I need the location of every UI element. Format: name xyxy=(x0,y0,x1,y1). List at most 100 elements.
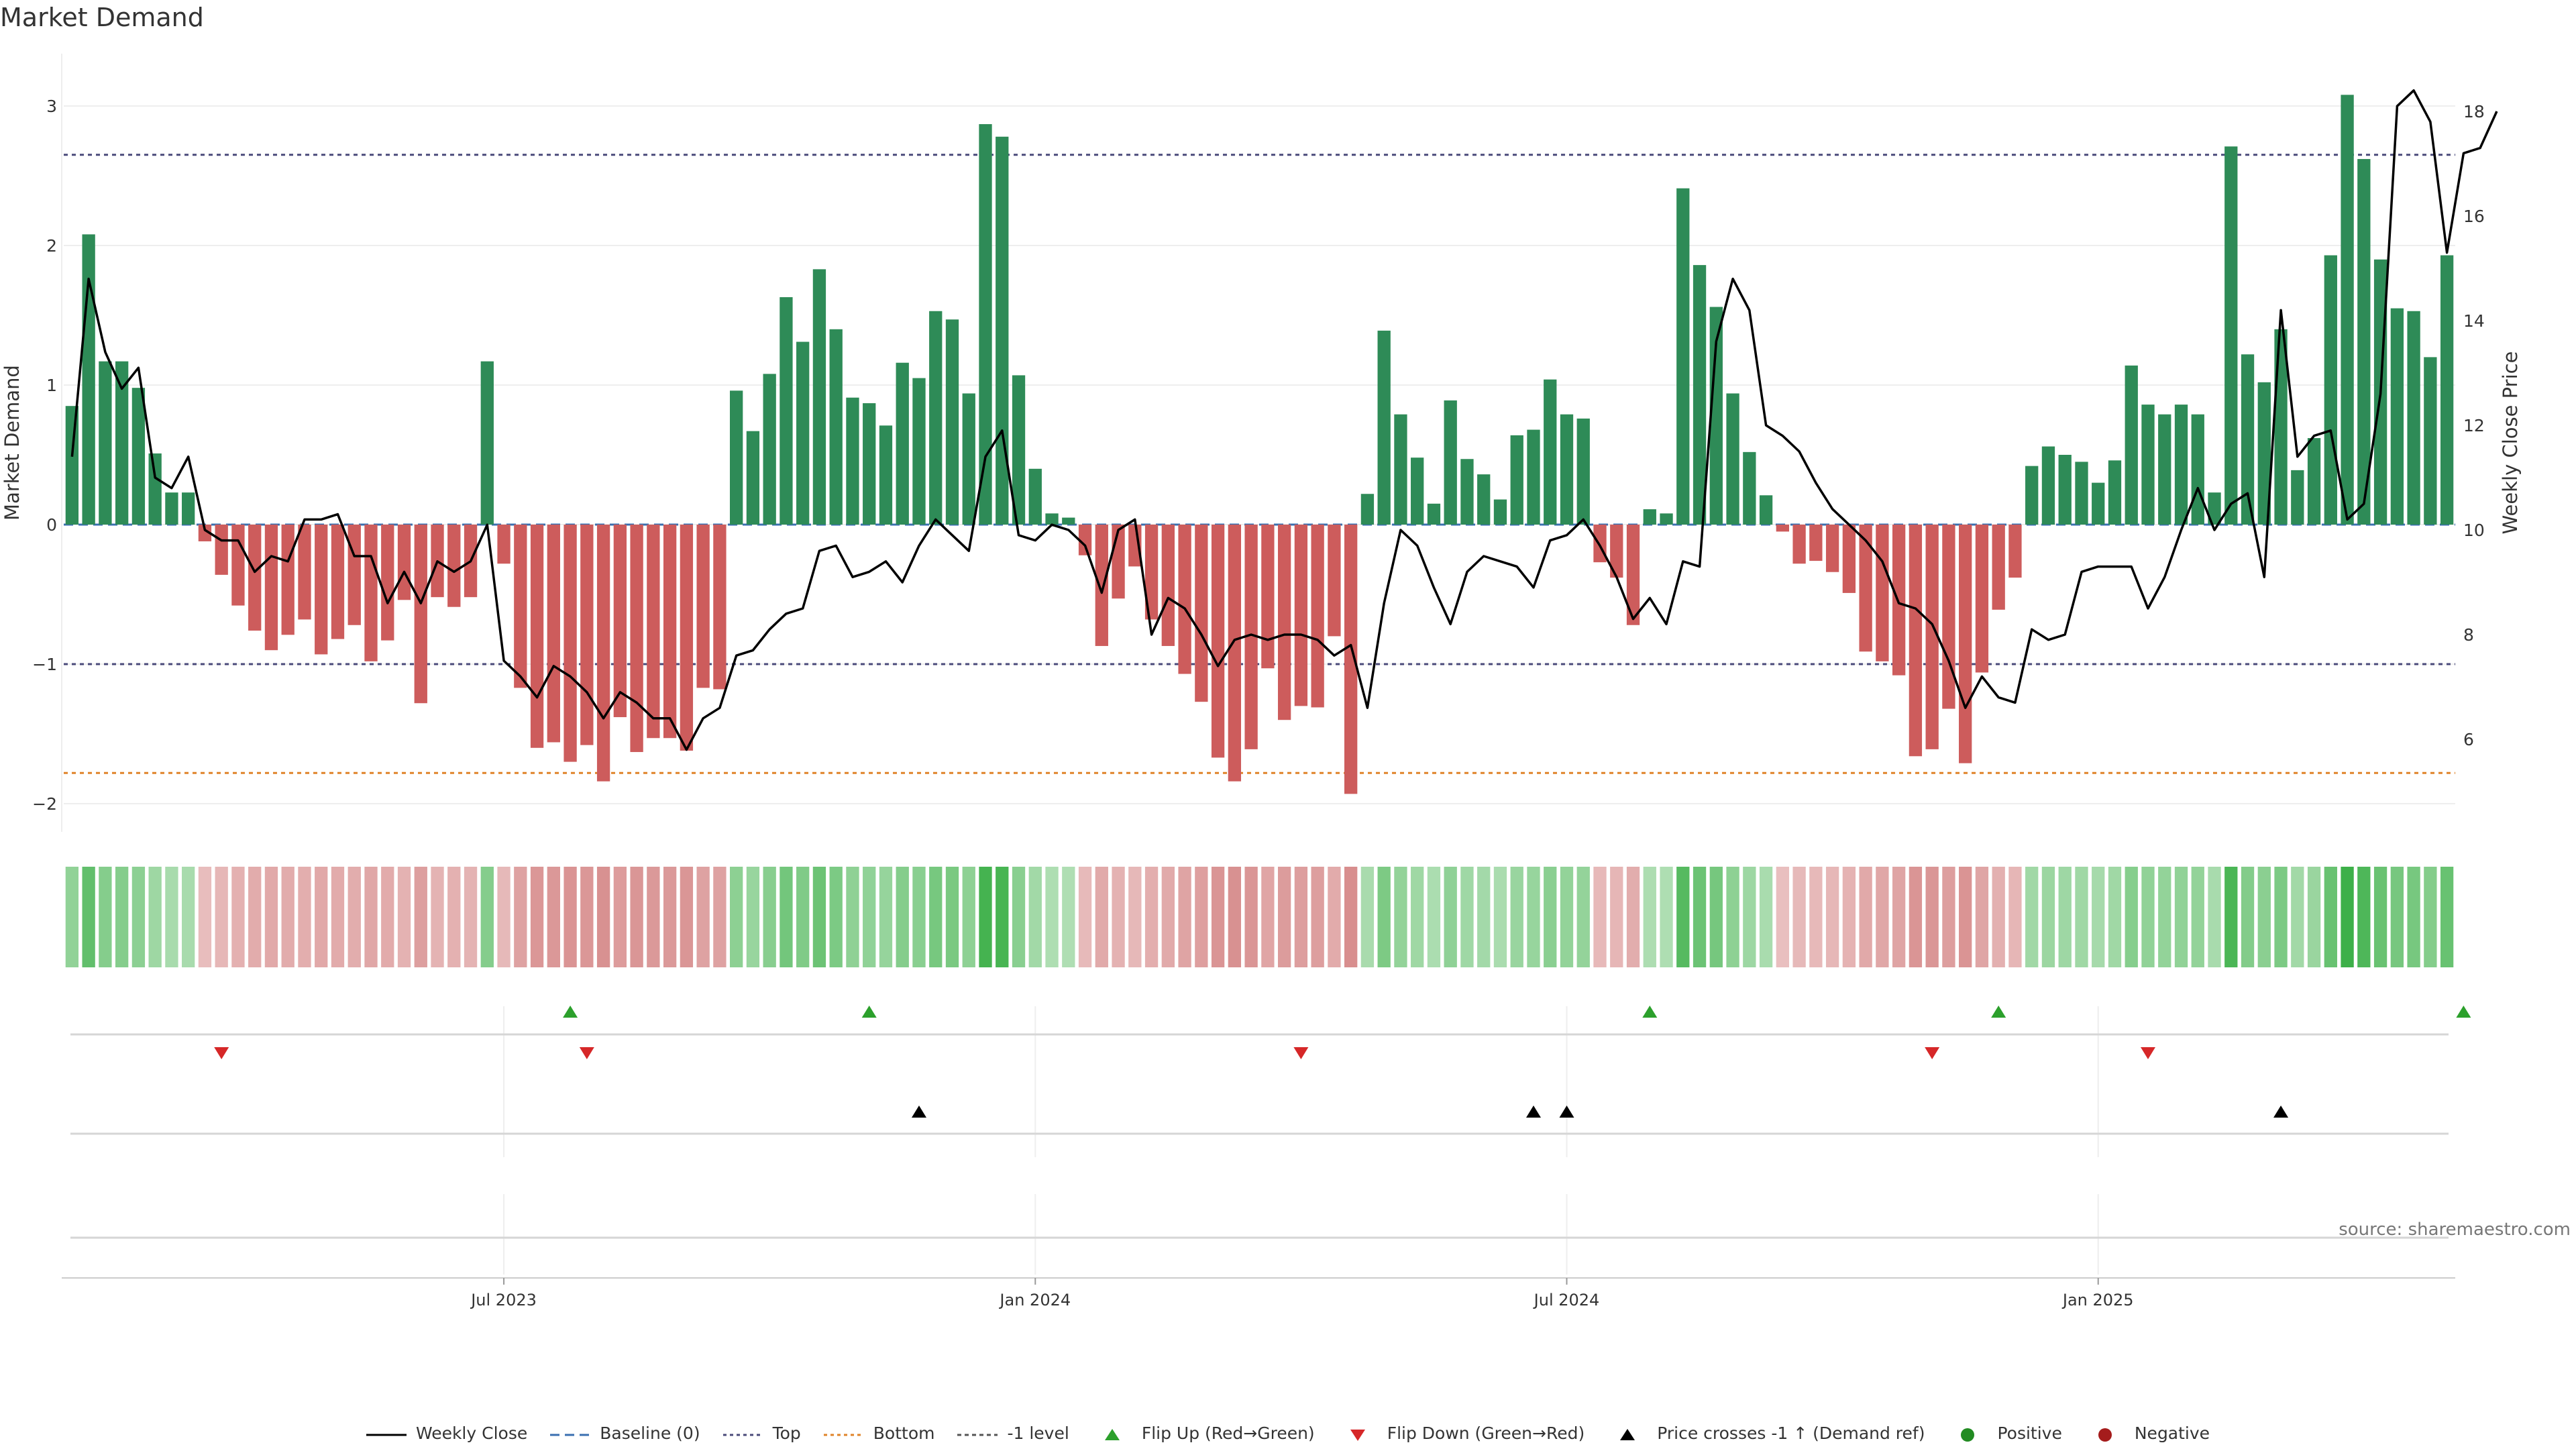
heat-cell xyxy=(1842,867,1856,967)
solid-line-icon xyxy=(366,1426,407,1440)
heat-cell xyxy=(1759,867,1773,967)
demand-bar xyxy=(2025,466,2039,525)
demand-bar xyxy=(231,525,245,606)
demand-bar xyxy=(264,525,278,651)
demand-bar xyxy=(1427,503,1441,525)
heat-cell xyxy=(148,867,162,967)
demand-bar xyxy=(1660,513,1673,525)
heat-cell xyxy=(2008,867,2022,967)
legend-item: Weekly Close xyxy=(366,1424,527,1443)
demand-bar xyxy=(497,525,511,564)
demand-bar xyxy=(1709,307,1723,525)
y2-tick-label: 12 xyxy=(2463,416,2485,435)
orange-dots-icon xyxy=(823,1426,864,1440)
demand-bar xyxy=(1394,414,1407,525)
gray-dash-icon xyxy=(957,1426,998,1440)
demand-bar xyxy=(1809,525,1823,561)
demand-bar xyxy=(2008,525,2022,578)
demand-bar xyxy=(663,525,677,739)
heat-cell xyxy=(381,867,394,967)
heat-cell xyxy=(1311,867,1324,967)
heat-cell xyxy=(763,867,776,967)
heat-cell xyxy=(1493,867,1507,967)
heat-cell xyxy=(2241,867,2255,967)
heat-cell xyxy=(1975,867,1989,967)
heat-cell xyxy=(796,867,810,967)
heat-cell xyxy=(929,867,943,967)
heat-cell xyxy=(2224,867,2238,967)
demand-bar xyxy=(1360,494,1375,525)
demand-bar xyxy=(763,374,776,525)
legend-item: Flip Down (Green→Red) xyxy=(1338,1424,1585,1443)
demand-bar xyxy=(1643,509,1656,525)
demand-bar xyxy=(2257,382,2271,525)
demand-bar xyxy=(2108,460,2122,525)
demand-bar xyxy=(580,525,594,745)
heat-cell xyxy=(182,867,195,967)
demand-bar xyxy=(1925,525,1939,749)
demand-bar xyxy=(2291,470,2304,525)
demand-bar xyxy=(115,361,129,525)
heat-cell xyxy=(1527,867,1540,967)
heat-cell xyxy=(198,867,212,967)
heat-cell xyxy=(530,867,544,967)
demand-bar xyxy=(1294,525,1308,706)
heat-cell xyxy=(1792,867,1806,967)
heat-cell xyxy=(1078,867,1092,967)
x-tick-label: Jul 2023 xyxy=(470,1291,537,1309)
heat-cell xyxy=(1195,867,1208,967)
heat-cell xyxy=(1161,867,1175,967)
heat-cell xyxy=(1909,867,1923,967)
demand-bar xyxy=(1576,418,1590,525)
heat-cell xyxy=(547,867,560,967)
legend-label: Flip Up (Red→Green) xyxy=(1141,1423,1315,1443)
heat-cell xyxy=(1693,867,1707,967)
heat-cell xyxy=(979,867,992,967)
demand-bar xyxy=(1211,525,1225,758)
heat-cell xyxy=(1244,867,1258,967)
event-markers xyxy=(70,1006,2471,1275)
heat-cell xyxy=(1344,867,1358,967)
heat-cell xyxy=(1809,867,1823,967)
legend-label: Price crosses -1 ↑ (Demand ref) xyxy=(1657,1423,1925,1443)
y-tick-label: 0 xyxy=(46,515,57,535)
heat-cell xyxy=(1095,867,1108,967)
demand-bar xyxy=(480,361,494,525)
heat-cell xyxy=(1377,867,1391,967)
demand-bar xyxy=(613,525,627,718)
demand-bar xyxy=(1842,525,1856,593)
demand-bar xyxy=(2307,438,2321,525)
heat-cell xyxy=(1709,867,1723,967)
green-dot-icon xyxy=(1947,1426,1988,1442)
demand-bar xyxy=(248,525,262,631)
legend-label: -1 level xyxy=(1007,1423,1069,1443)
demand-bar xyxy=(680,525,694,751)
demand-bar xyxy=(647,525,660,739)
chart-title: Market Demand xyxy=(0,3,204,32)
reference-lines xyxy=(64,154,2455,774)
heat-cell xyxy=(2141,867,2155,967)
y-tick-label: 2 xyxy=(46,236,57,256)
demand-bar xyxy=(780,297,793,525)
demand-bar xyxy=(1942,525,1955,709)
y-axis-title: Market Demand xyxy=(1,365,23,521)
legend-item: Positive xyxy=(1947,1424,2062,1443)
heat-cell xyxy=(1992,867,2005,967)
heat-cell xyxy=(165,867,178,967)
heat-cell xyxy=(2274,867,2288,967)
heat-cell xyxy=(1294,867,1308,967)
demand-bar xyxy=(912,378,926,525)
demand-bar xyxy=(2158,414,2171,525)
demand-bar xyxy=(1161,525,1175,646)
heat-cell xyxy=(1859,867,1872,967)
demand-bar xyxy=(1045,513,1059,525)
heat-cell xyxy=(1460,867,1474,967)
demand-bar xyxy=(713,525,727,690)
heat-cell xyxy=(2108,867,2122,967)
legend-item: Price crosses -1 ↑ (Demand ref) xyxy=(1607,1424,1925,1443)
heat-cell xyxy=(2041,867,2055,967)
heat-cell xyxy=(1593,867,1607,967)
heat-cell xyxy=(1394,867,1407,967)
price-cross-marker xyxy=(911,1106,926,1118)
